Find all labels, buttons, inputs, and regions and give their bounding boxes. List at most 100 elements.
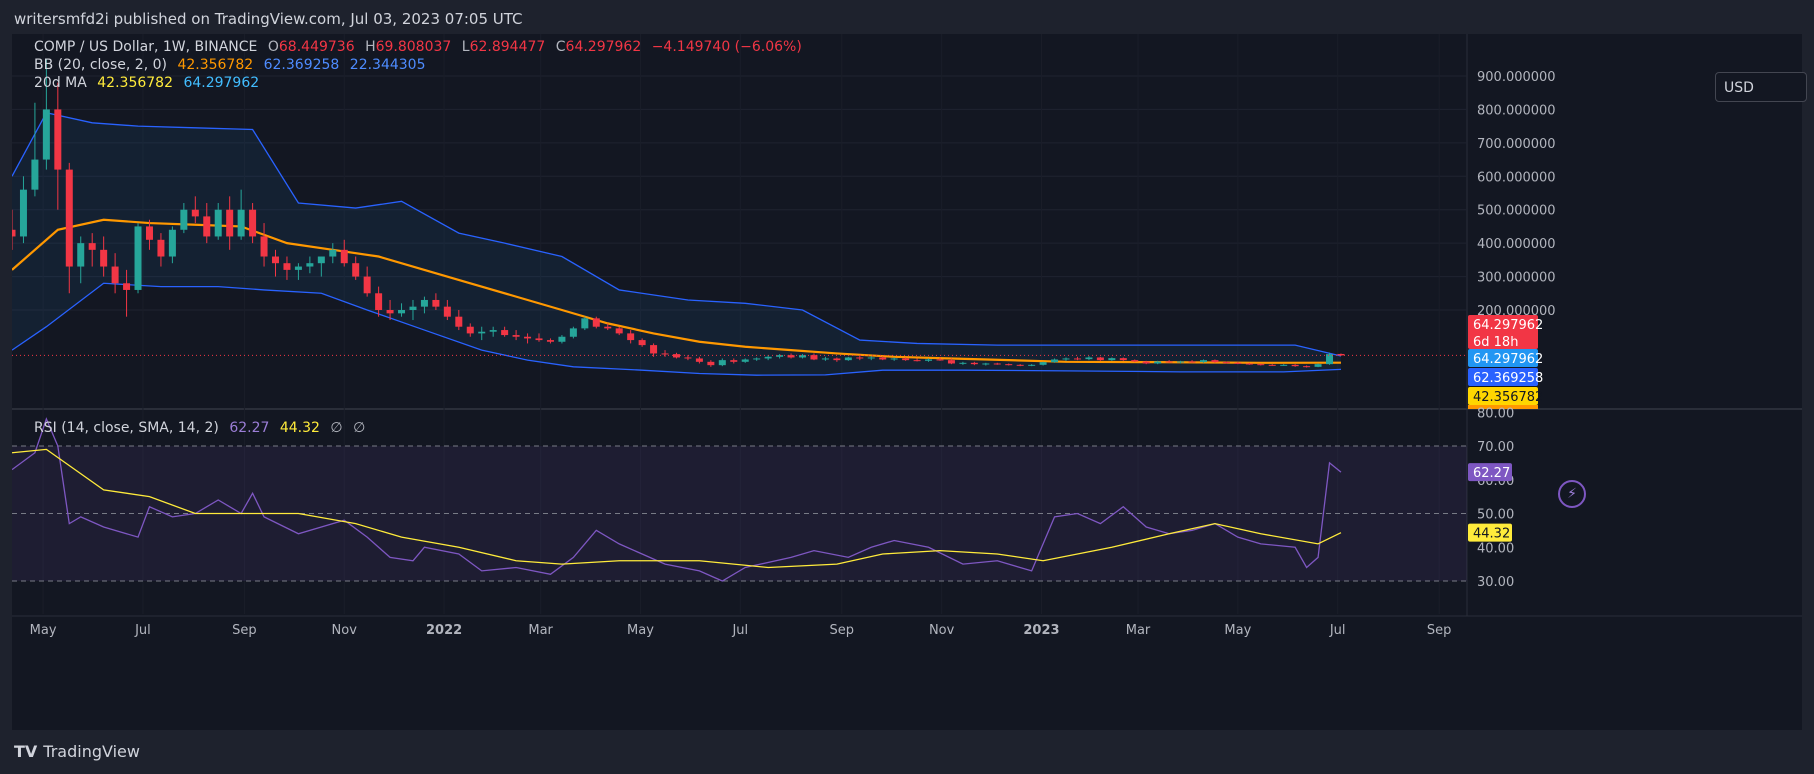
candle-body[interactable] xyxy=(283,263,291,270)
candle-body[interactable] xyxy=(111,266,119,284)
candle-body[interactable] xyxy=(661,353,669,355)
candle-body[interactable] xyxy=(546,340,554,342)
candle-body[interactable] xyxy=(890,358,898,360)
candle-body[interactable] xyxy=(1119,358,1127,361)
candle-body[interactable] xyxy=(249,209,257,237)
candle-body[interactable] xyxy=(592,318,600,327)
bb-upper-line[interactable] xyxy=(12,112,1342,357)
candle-body[interactable] xyxy=(913,360,921,362)
candle-body[interactable] xyxy=(191,209,199,217)
candle-body[interactable] xyxy=(1016,364,1024,366)
bb-lower-line[interactable] xyxy=(12,282,1342,376)
candle-body[interactable] xyxy=(489,330,497,332)
candle-body[interactable] xyxy=(340,249,348,264)
candle-body[interactable] xyxy=(352,263,360,277)
ma-legend[interactable]: 20d MA 42.356782 64.297962 xyxy=(34,75,265,91)
candle-body[interactable] xyxy=(443,306,451,317)
candle-body[interactable] xyxy=(1108,358,1116,361)
candle-body[interactable] xyxy=(501,330,509,336)
candle-body[interactable] xyxy=(432,299,440,307)
candle-body[interactable] xyxy=(260,236,268,257)
candle-body[interactable] xyxy=(776,355,784,357)
candle-body[interactable] xyxy=(329,249,337,257)
candle-body[interactable] xyxy=(226,209,234,237)
tradingview-logo[interactable]: 𝗧𝗩 TradingView xyxy=(14,742,140,761)
candle-body[interactable] xyxy=(638,340,646,346)
chart-canvas[interactable]: 900.000000 800.000000 700.000000 600.000000… xyxy=(12,34,1802,730)
candle-body[interactable] xyxy=(65,169,73,267)
candle-body[interactable] xyxy=(879,357,887,360)
candle-body[interactable] xyxy=(134,226,142,290)
candle-body[interactable] xyxy=(420,299,428,307)
candle-body[interactable] xyxy=(19,189,27,237)
candle-body[interactable] xyxy=(12,229,16,237)
candle-body[interactable] xyxy=(1337,353,1345,356)
candle-body[interactable] xyxy=(1199,360,1207,363)
candle-body[interactable] xyxy=(1291,364,1299,367)
candle-body[interactable] xyxy=(821,358,829,360)
candle-body[interactable] xyxy=(615,328,623,334)
candle-body[interactable] xyxy=(1039,362,1047,365)
candle-body[interactable] xyxy=(753,358,761,360)
candle-body[interactable] xyxy=(1096,357,1104,361)
candle-body[interactable] xyxy=(77,243,85,267)
candle-body[interactable] xyxy=(375,293,383,310)
rsi-legend[interactable]: RSI (14, close, SMA, 14, 2) 62.27 44.32 … xyxy=(34,420,371,436)
candle-body[interactable] xyxy=(1303,366,1311,368)
currency-selector[interactable]: USD xyxy=(1715,72,1807,102)
rsi-label[interactable]: RSI (14, close, SMA, 14, 2) xyxy=(34,420,219,436)
candle-body[interactable] xyxy=(982,363,990,365)
candle-body[interactable] xyxy=(810,355,818,360)
candle-body[interactable] xyxy=(1177,361,1185,363)
candle-body[interactable] xyxy=(1062,358,1070,360)
candle-body[interactable] xyxy=(455,316,463,327)
candle-body[interactable] xyxy=(1257,364,1265,366)
candle-body[interactable] xyxy=(409,306,417,310)
candle-body[interactable] xyxy=(180,209,188,230)
candle-body[interactable] xyxy=(1154,361,1162,364)
candle-body[interactable] xyxy=(1280,364,1288,366)
candle-body[interactable] xyxy=(535,338,543,341)
candle-body[interactable] xyxy=(730,360,738,362)
candle-body[interactable] xyxy=(604,326,612,329)
lightning-icon[interactable]: ⚡ xyxy=(1558,480,1586,508)
candle-body[interactable] xyxy=(1222,362,1230,364)
candle-body[interactable] xyxy=(844,357,852,361)
candle-body[interactable] xyxy=(203,216,211,237)
candle-body[interactable] xyxy=(695,358,703,362)
candle-body[interactable] xyxy=(707,361,715,366)
candle-body[interactable] xyxy=(936,359,944,361)
candle-body[interactable] xyxy=(306,263,314,267)
candle-body[interactable] xyxy=(214,209,222,237)
candle-body[interactable] xyxy=(294,266,302,270)
symbol-label[interactable]: COMP / US Dollar, 1W, BINANCE xyxy=(34,39,258,55)
bb-legend[interactable]: BB (20, close, 2, 0) 42.356782 62.369258… xyxy=(34,57,432,73)
candle-body[interactable] xyxy=(718,360,726,366)
candle-body[interactable] xyxy=(157,239,165,257)
candle-body[interactable] xyxy=(466,326,474,334)
candle-body[interactable] xyxy=(317,256,325,264)
candle-body[interactable] xyxy=(42,109,50,160)
candle-body[interactable] xyxy=(123,283,131,290)
candle-body[interactable] xyxy=(856,357,864,359)
candle-body[interactable] xyxy=(1326,354,1334,365)
candle-body[interactable] xyxy=(272,256,280,264)
candle-body[interactable] xyxy=(1005,364,1013,366)
candle-body[interactable] xyxy=(1314,364,1322,367)
candle-body[interactable] xyxy=(627,333,635,341)
rsi-line[interactable] xyxy=(12,417,1342,582)
candle-body[interactable] xyxy=(1073,358,1081,360)
chart-frame[interactable]: 900.000000 800.000000 700.000000 600.000000… xyxy=(12,34,1807,730)
candle-body[interactable] xyxy=(1188,361,1196,363)
candle-body[interactable] xyxy=(581,318,589,329)
bb-label[interactable]: BB (20, close, 2, 0) xyxy=(34,57,167,73)
candle-body[interactable] xyxy=(1085,357,1093,360)
candle-body[interactable] xyxy=(168,229,176,257)
candle-body[interactable] xyxy=(741,359,749,362)
candle-body[interactable] xyxy=(1028,364,1036,366)
candle-body[interactable] xyxy=(31,159,39,190)
candle-body[interactable] xyxy=(1165,361,1173,363)
candle-body[interactable] xyxy=(524,336,532,339)
candle-body[interactable] xyxy=(993,363,1001,365)
candle-body[interactable] xyxy=(512,335,520,337)
